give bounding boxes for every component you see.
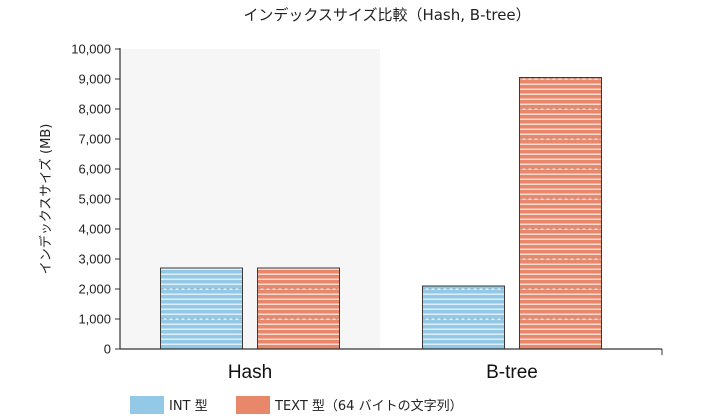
bar <box>160 267 243 350</box>
chart-title: インデックスサイズ比較（Hash, B-tree） <box>243 6 530 24</box>
y-tick-label: 2,000 <box>78 282 111 297</box>
bar-stripes <box>257 268 340 349</box>
category-label: B-tree <box>486 362 538 383</box>
bar-stripes <box>160 268 243 349</box>
bar <box>422 285 505 350</box>
y-tick-label: 5,000 <box>78 192 111 207</box>
legend-label: INT 型 <box>169 399 208 414</box>
category-label: Hash <box>228 362 272 383</box>
bar-stripes <box>519 77 602 349</box>
legend-swatch <box>130 396 164 414</box>
legend-label: TEXT 型（64 バイトの文字列） <box>274 399 463 414</box>
y-tick-label: 9,000 <box>78 72 111 87</box>
legend-item: TEXT 型（64 バイトの文字列） <box>236 396 463 414</box>
y-axis-label: インデックスサイズ (MB) <box>38 124 54 275</box>
y-tick-label: 6,000 <box>78 162 111 177</box>
highlight-band <box>120 49 380 349</box>
y-tick-label: 7,000 <box>78 132 111 147</box>
y-tick-label: 0 <box>104 342 111 357</box>
bar-stripes <box>422 286 505 349</box>
y-tick-label: 3,000 <box>78 252 111 267</box>
legend-swatch <box>236 396 270 414</box>
bar <box>257 267 340 350</box>
y-tick-label: 1,000 <box>78 312 111 327</box>
bar <box>519 77 602 350</box>
legend-item: INT 型 <box>130 396 208 414</box>
y-tick-label: 8,000 <box>78 102 111 117</box>
y-tick-label: 10,000 <box>71 42 111 57</box>
y-tick-label: 4,000 <box>78 222 111 237</box>
